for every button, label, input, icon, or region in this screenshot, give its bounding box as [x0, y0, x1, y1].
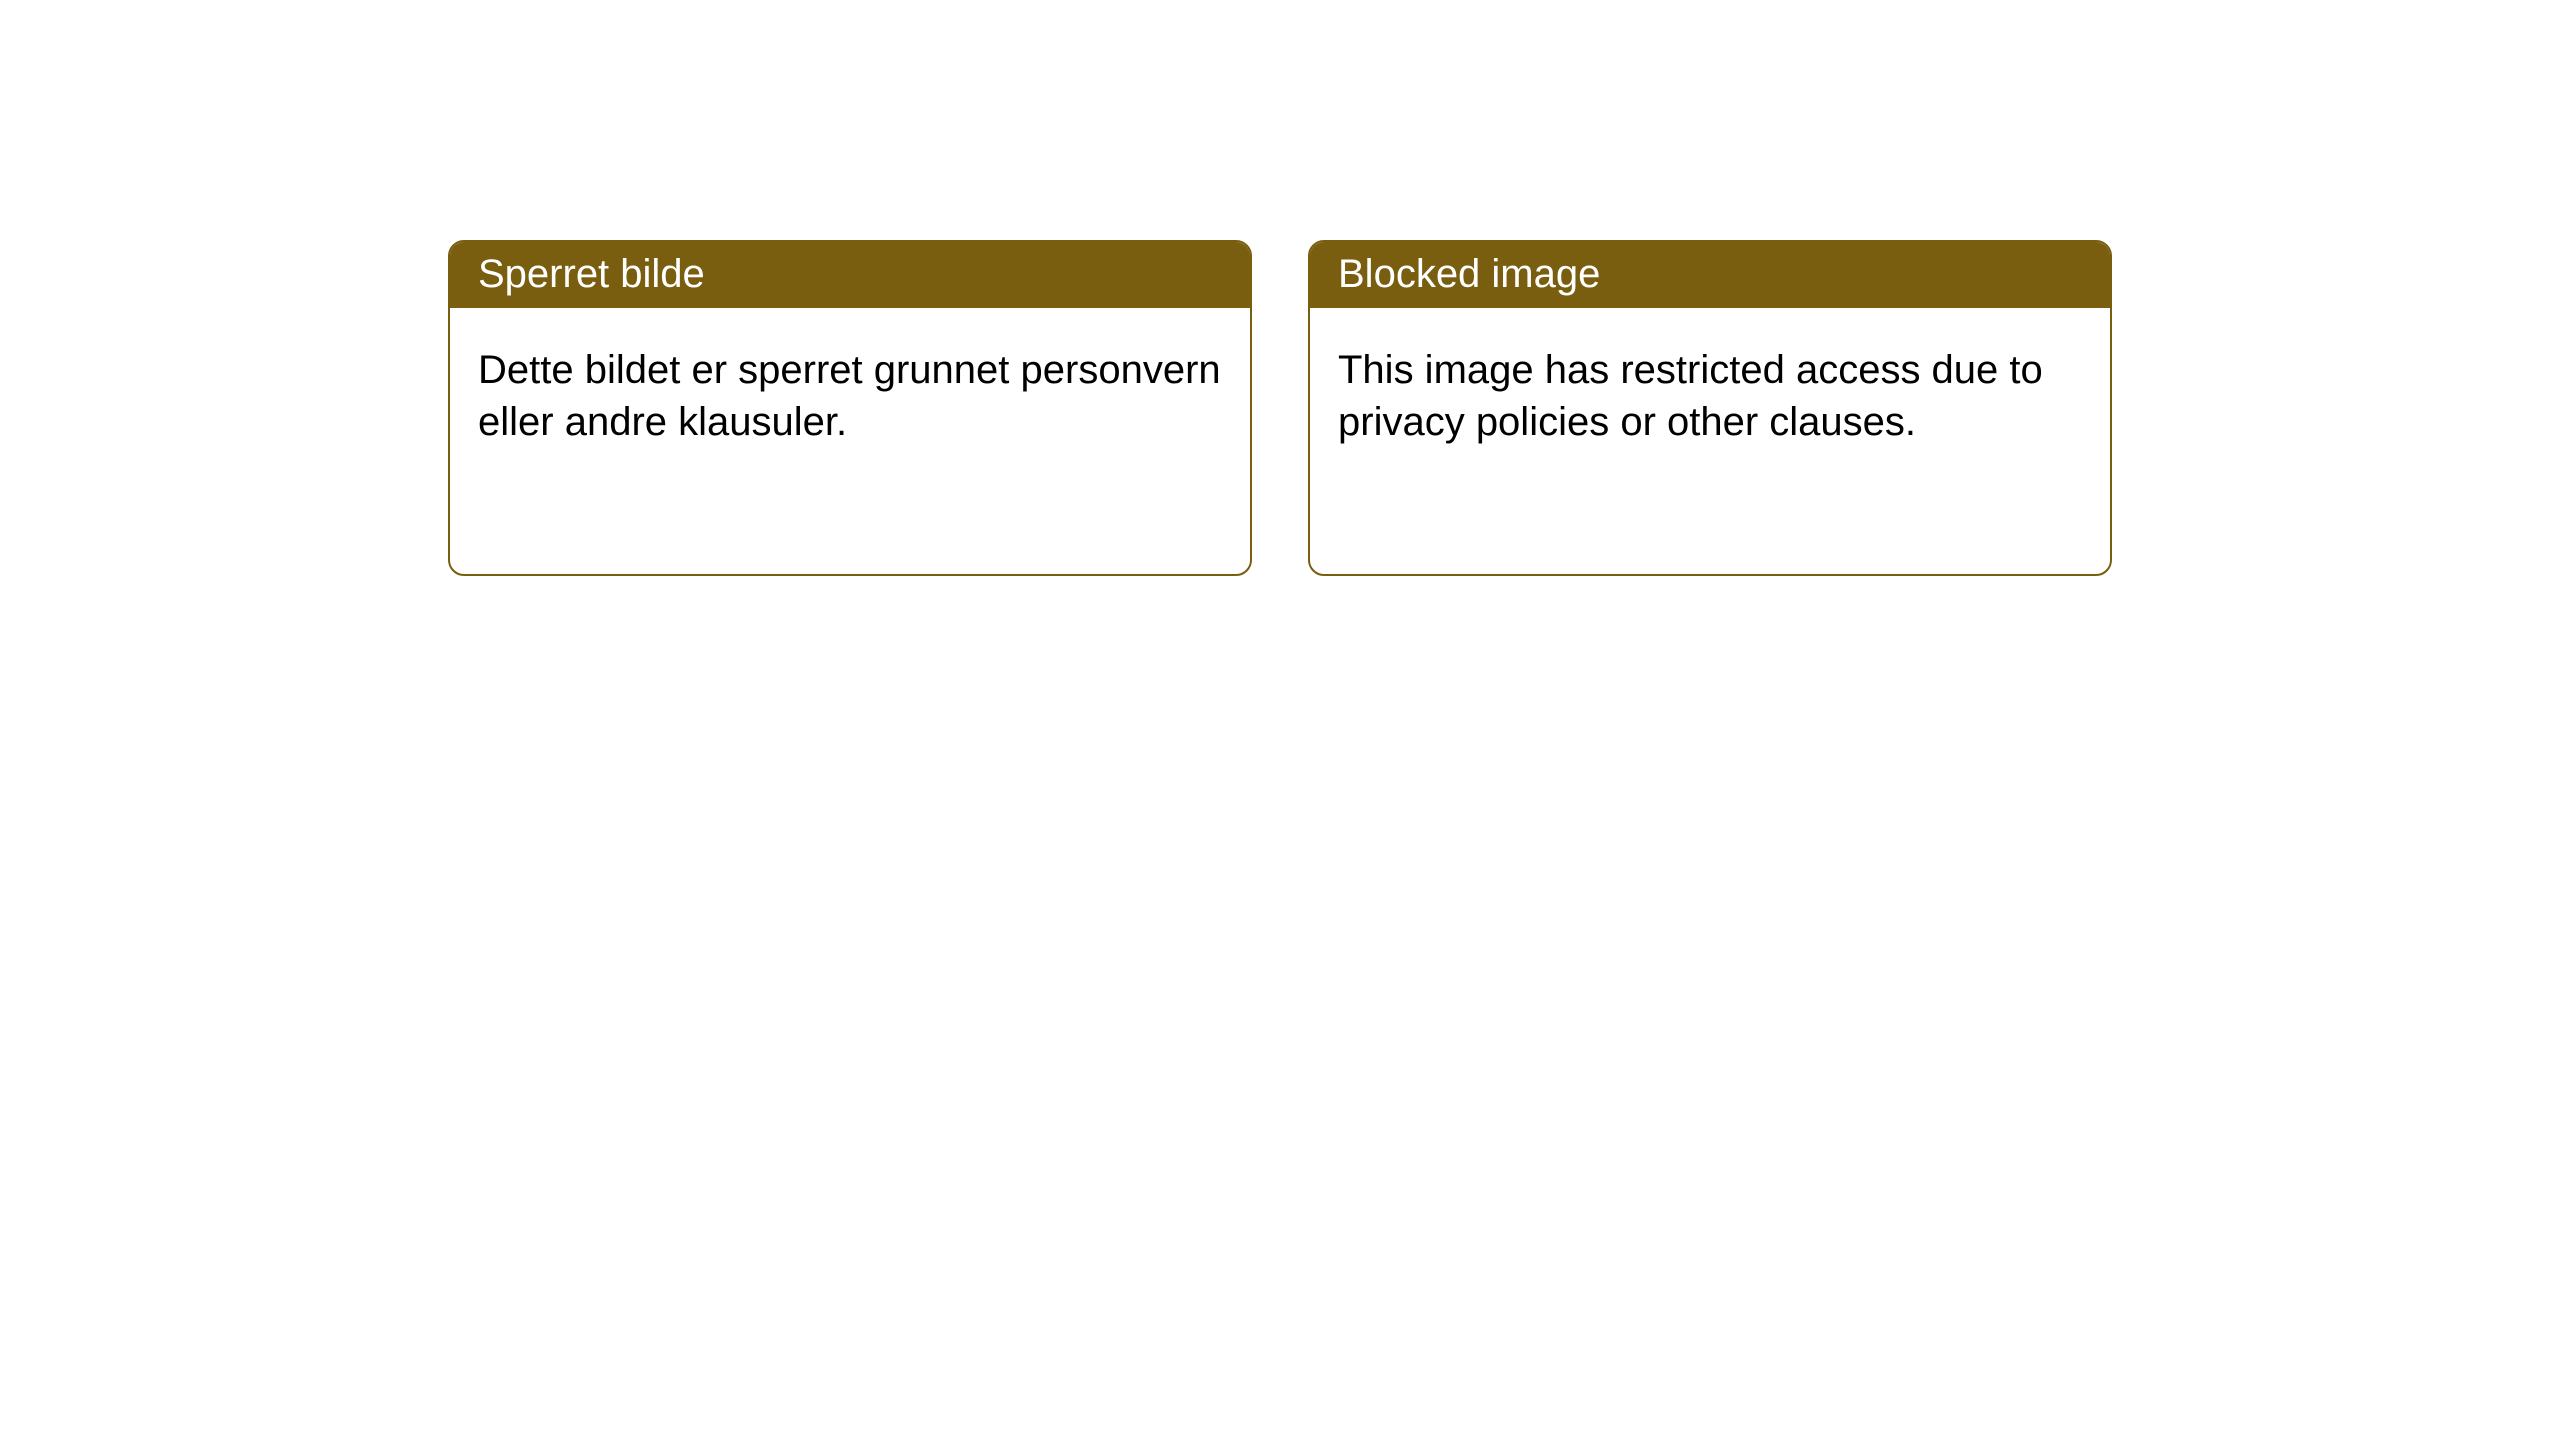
notice-header: Blocked image	[1310, 242, 2110, 308]
notice-card-norwegian: Sperret bilde Dette bildet er sperret gr…	[448, 240, 1252, 576]
notice-container: Sperret bilde Dette bildet er sperret gr…	[0, 0, 2560, 576]
notice-header: Sperret bilde	[450, 242, 1250, 308]
notice-body: Dette bildet er sperret grunnet personve…	[450, 308, 1250, 484]
notice-card-english: Blocked image This image has restricted …	[1308, 240, 2112, 576]
notice-body: This image has restricted access due to …	[1310, 308, 2110, 484]
